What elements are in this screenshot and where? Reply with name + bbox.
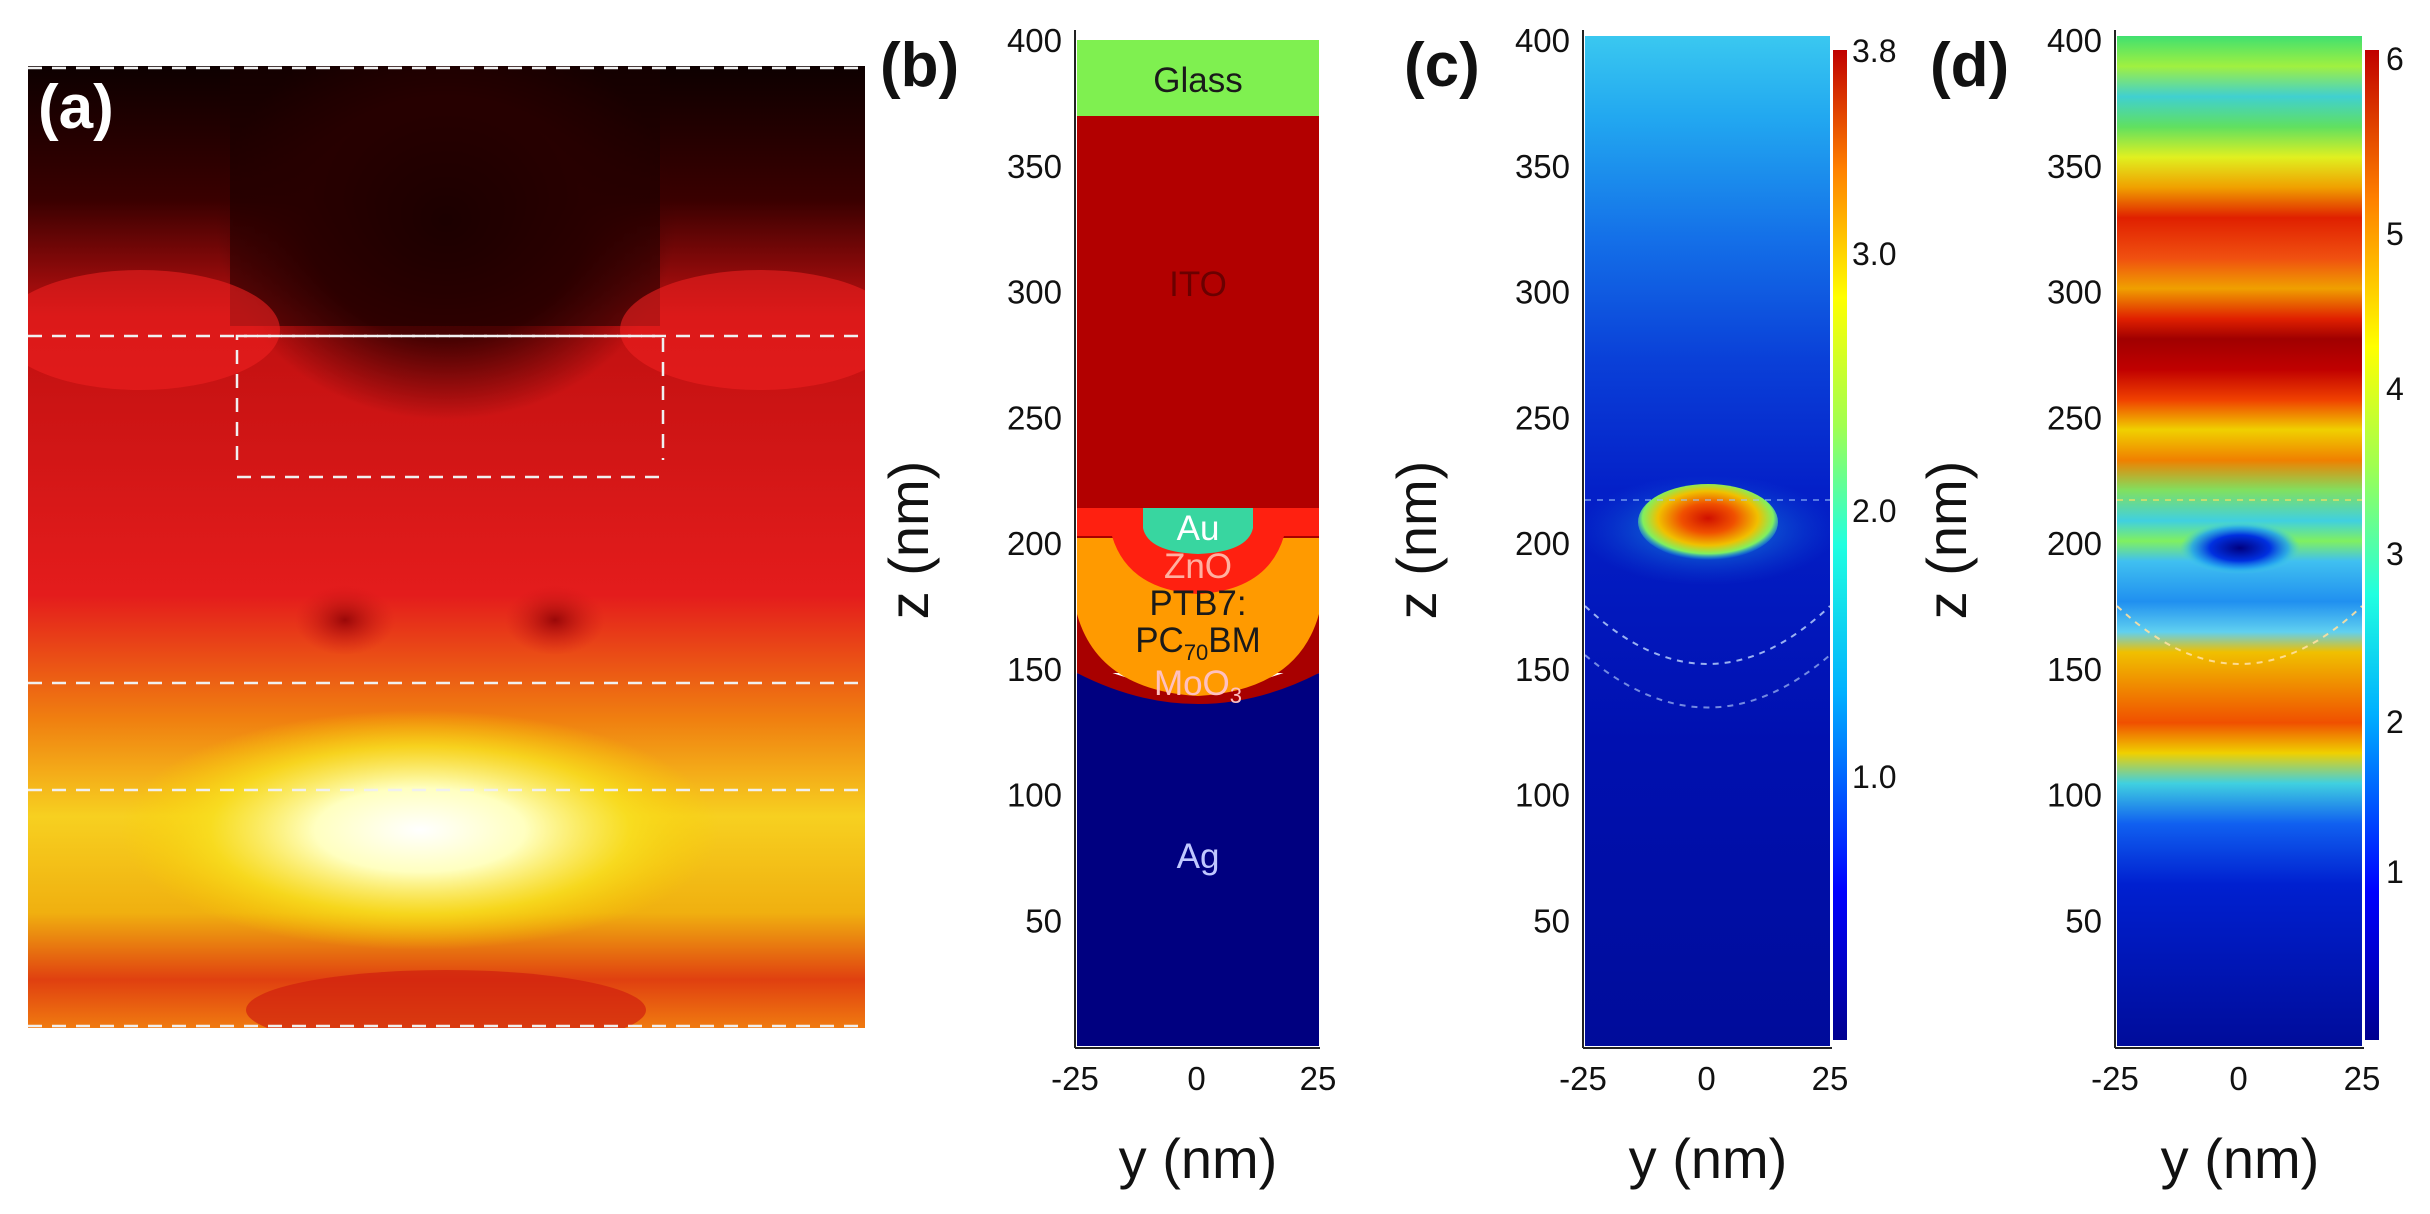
z-tick-label: 150 xyxy=(2047,651,2102,688)
panel-c-y-label: y (nm) xyxy=(1629,1127,1788,1190)
au-layer xyxy=(1143,508,1253,554)
svg-text:1.0: 1.0 xyxy=(1852,759,1896,795)
z-tick-label: 100 xyxy=(1515,777,1570,814)
panel-d-z-ticks: 400 350 300 250 200 150 100 50 xyxy=(2047,22,2102,939)
z-tick-label: 300 xyxy=(2047,274,2102,311)
zno-label: ZnO xyxy=(1164,547,1232,586)
panel-a-label: (a) xyxy=(38,73,114,142)
z-tick-label: 300 xyxy=(1515,274,1570,311)
y-tick-label: 0 xyxy=(1697,1060,1715,1097)
ag-layer xyxy=(1077,673,1319,1046)
z-tick-label: 400 xyxy=(1007,22,1062,59)
z-tick-label: 200 xyxy=(2047,525,2102,562)
z-tick-label: 400 xyxy=(2047,22,2102,59)
panel-d-colorbar-ticks: 6 5 4 3 2 1 xyxy=(2386,41,2404,890)
panel-d-y-ticks: -25 0 25 xyxy=(2091,1060,2380,1097)
panel-b-z-ticks: 400 350 300 250 200 150 100 50 xyxy=(1007,22,1062,939)
pcbm-label: PC70BM xyxy=(1135,621,1261,665)
panel-b-y-ticks: -25 0 25 xyxy=(1051,1060,1336,1097)
z-tick-label: 50 xyxy=(1533,902,1570,939)
svg-text:4: 4 xyxy=(2386,371,2404,407)
ptb7-layer xyxy=(1077,538,1319,696)
z-tick-label: 250 xyxy=(2047,399,2102,436)
z-tick-label: 250 xyxy=(1515,399,1570,436)
panel-c-colorbar-ticks: 3.8 3.0 2.0 1.0 xyxy=(1852,33,1896,795)
z-tick-label: 100 xyxy=(1007,777,1062,814)
z-tick-label: 350 xyxy=(1515,148,1570,185)
panel-c-z-ticks: 400 350 300 250 200 150 100 50 xyxy=(1515,22,1570,939)
panel-a-heatmap xyxy=(28,66,865,1028)
panel-b-label: (b) xyxy=(880,31,959,100)
panel-c-colorbar xyxy=(1833,50,1847,1040)
panel-c-y-ticks: -25 0 25 xyxy=(1559,1060,1848,1097)
panel-c-heatmap xyxy=(1585,36,1830,1046)
svg-text:2.0: 2.0 xyxy=(1852,493,1896,529)
panel-a: (a) xyxy=(28,66,865,1028)
svg-text:1: 1 xyxy=(2386,854,2404,890)
z-tick-label: 150 xyxy=(1515,651,1570,688)
moo3-label: MoO3 xyxy=(1154,664,1242,708)
y-tick-label: 0 xyxy=(2229,1060,2247,1097)
y-tick-label: 0 xyxy=(1187,1060,1205,1097)
ito-label: ITO xyxy=(1169,265,1227,304)
panel-b-y-label: y (nm) xyxy=(1119,1127,1278,1190)
panel-b: (b) Glass ITO Au ZnO PTB7: PC70BM MoO3 A… xyxy=(877,22,1336,1190)
ag-label: Ag xyxy=(1177,837,1220,876)
y-tick-label: -25 xyxy=(2091,1060,2139,1097)
svg-text:6: 6 xyxy=(2386,41,2404,77)
panel-a-dashed-lines xyxy=(28,66,865,1028)
z-tick-label: 150 xyxy=(1007,651,1062,688)
z-tick-label: 350 xyxy=(2047,148,2102,185)
panel-d: (d) 6 5 4 3 2 1 40035030025020015010050 … xyxy=(1915,22,2404,1190)
glass-layer xyxy=(1077,40,1319,116)
z-tick-label: 350 xyxy=(1007,148,1062,185)
svg-text:3: 3 xyxy=(2386,536,2404,572)
z-tick-label: 50 xyxy=(1025,902,1062,939)
y-tick-label: 25 xyxy=(1300,1060,1337,1097)
panel-d-y-label: y (nm) xyxy=(2161,1127,2320,1190)
y-tick-label: 25 xyxy=(2344,1060,2381,1097)
svg-text:3.0: 3.0 xyxy=(1852,236,1896,272)
panel-c-z-label: z (nm) xyxy=(1385,461,1448,620)
z-tick-label: 250 xyxy=(1007,399,1062,436)
z-tick-label: 50 xyxy=(2065,902,2102,939)
panel-b-z-label: z (nm) xyxy=(877,461,940,620)
z-tick-label: 200 xyxy=(1515,525,1570,562)
svg-text:5: 5 xyxy=(2386,216,2404,252)
z-tick-label: 100 xyxy=(2047,777,2102,814)
z-tick-label: 400 xyxy=(1515,22,1570,59)
au-label: Au xyxy=(1177,509,1220,548)
panel-c: (c) 3.8 3.0 2.0 1.0 40035030025020015010… xyxy=(1385,22,1896,1190)
svg-text:3.8: 3.8 xyxy=(1852,33,1896,69)
svg-text:2: 2 xyxy=(2386,704,2404,740)
z-tick-label: 300 xyxy=(1007,274,1062,311)
y-tick-label: -25 xyxy=(1559,1060,1607,1097)
panel-d-z-label: z (nm) xyxy=(1915,461,1978,620)
y-tick-label: 25 xyxy=(1812,1060,1849,1097)
panel-d-heatmap xyxy=(2117,36,2362,1046)
y-tick-label: -25 xyxy=(1051,1060,1099,1097)
glass-label: Glass xyxy=(1153,61,1242,100)
panel-c-label: (c) xyxy=(1404,31,1480,100)
panel-d-label: (d) xyxy=(1930,31,2009,100)
panel-d-colorbar xyxy=(2365,50,2379,1040)
ito-layer xyxy=(1077,116,1319,508)
ptb7-label: PTB7: xyxy=(1149,584,1246,623)
z-tick-label: 200 xyxy=(1007,525,1062,562)
